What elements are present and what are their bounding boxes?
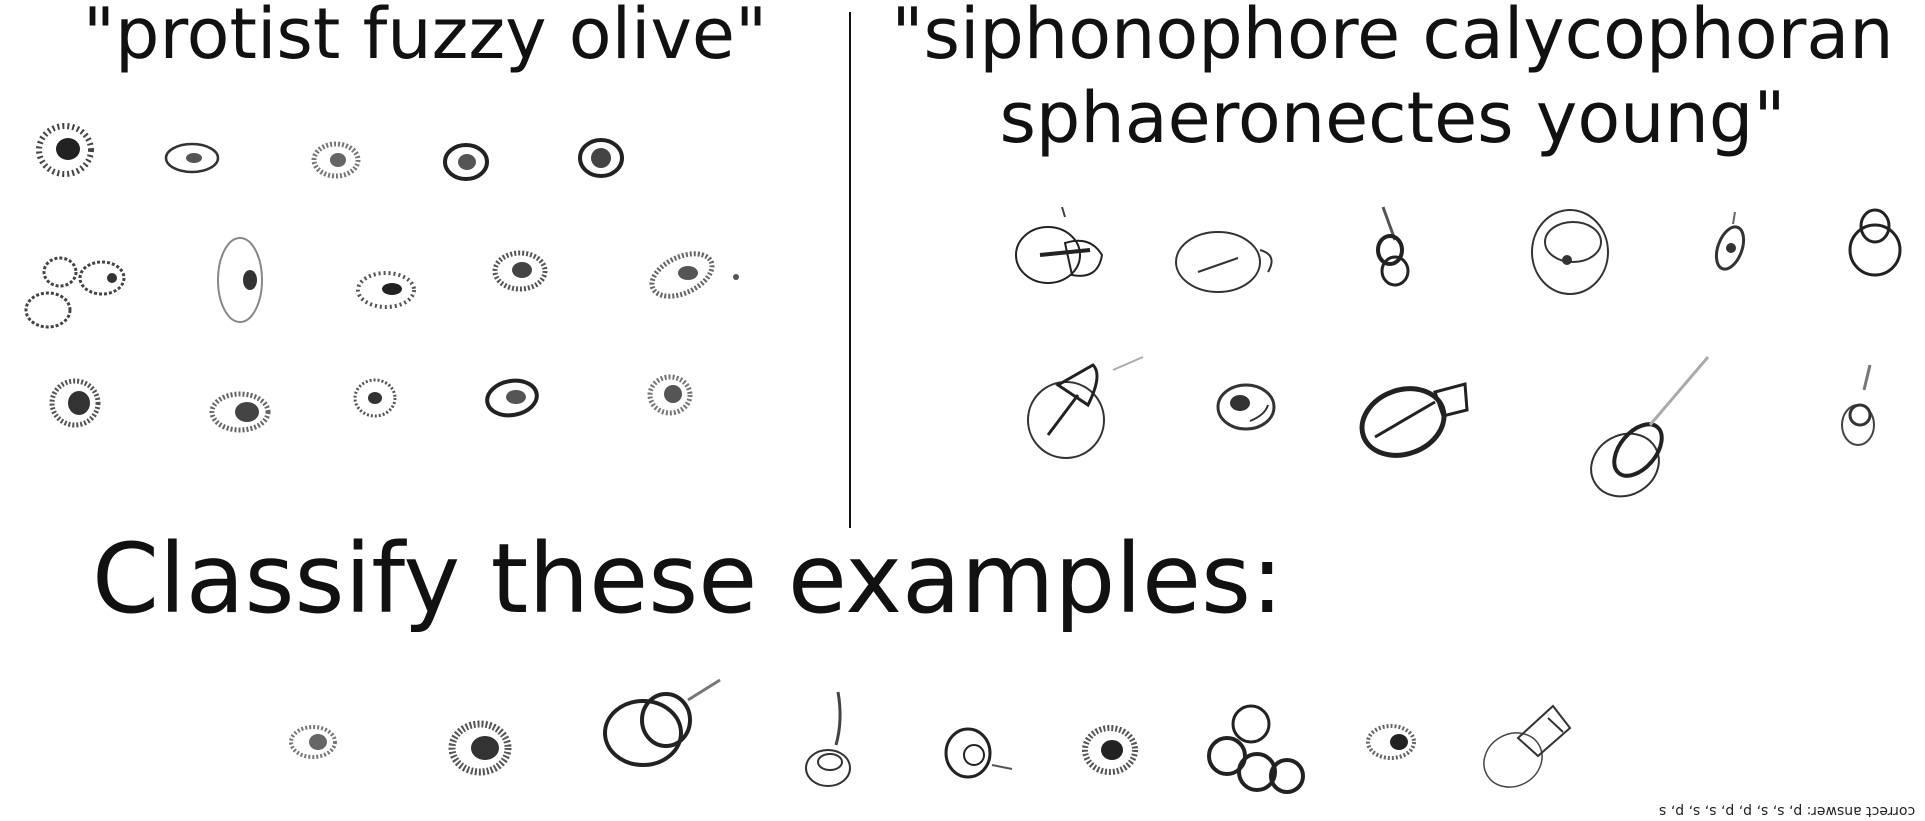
correct-answer-footnote: correct answer: p, s, s, p, p, s, s, p, …: [1658, 803, 1915, 819]
query-example-5: [944, 727, 1013, 779]
divider-line: [849, 12, 851, 528]
siphonophore-example-3: [1376, 206, 1410, 287]
siphonophore-example-9: [1359, 382, 1469, 458]
protist-example-9: [492, 250, 548, 292]
siphonophore-example-10: [1590, 356, 1710, 498]
query-example-4: [805, 691, 851, 787]
protist-example-4: [443, 143, 489, 181]
class-label-siphonophore: "siphonophore calycophoran sphaeronectes…: [891, 0, 1894, 159]
siphonophore-example-1: [1015, 206, 1104, 284]
siphonophore-example-6: [1848, 208, 1902, 277]
siphonophore-example-2: [1175, 231, 1273, 293]
query-example-3: [603, 678, 721, 767]
classify-prompt: Classify these examples:: [92, 523, 1284, 635]
query-example-8: [1366, 724, 1416, 760]
protist-example-3: [311, 141, 361, 179]
siphonophore-example-11: [1841, 364, 1875, 446]
protist-example-10: [649, 251, 739, 299]
protist-example-12: [209, 391, 271, 433]
protist-example-14: [485, 378, 539, 418]
protist-example-2: [164, 142, 220, 174]
query-example-1: [289, 725, 337, 759]
siphonophore-example-8: [1216, 383, 1276, 431]
protist-example-15: [647, 374, 693, 416]
siphonophore-example-7: [1027, 356, 1144, 459]
siphonophore-example-4: [1531, 209, 1609, 295]
protist-example-1: [36, 123, 94, 177]
query-example-9: [1483, 704, 1572, 788]
query-example-6: [1082, 725, 1138, 775]
protist-example-8: [356, 271, 416, 309]
query-example-7: [1207, 704, 1305, 794]
query-example-2: [448, 720, 512, 776]
class-label-protist: "protist fuzzy olive": [82, 0, 768, 75]
siphonophore-example-5: [1714, 211, 1746, 271]
protist-example-11: [49, 378, 101, 428]
protist-example-6: [24, 256, 126, 329]
protist-example-7: [217, 237, 263, 323]
protist-example-13: [353, 378, 397, 418]
protist-example-5: [578, 138, 624, 178]
